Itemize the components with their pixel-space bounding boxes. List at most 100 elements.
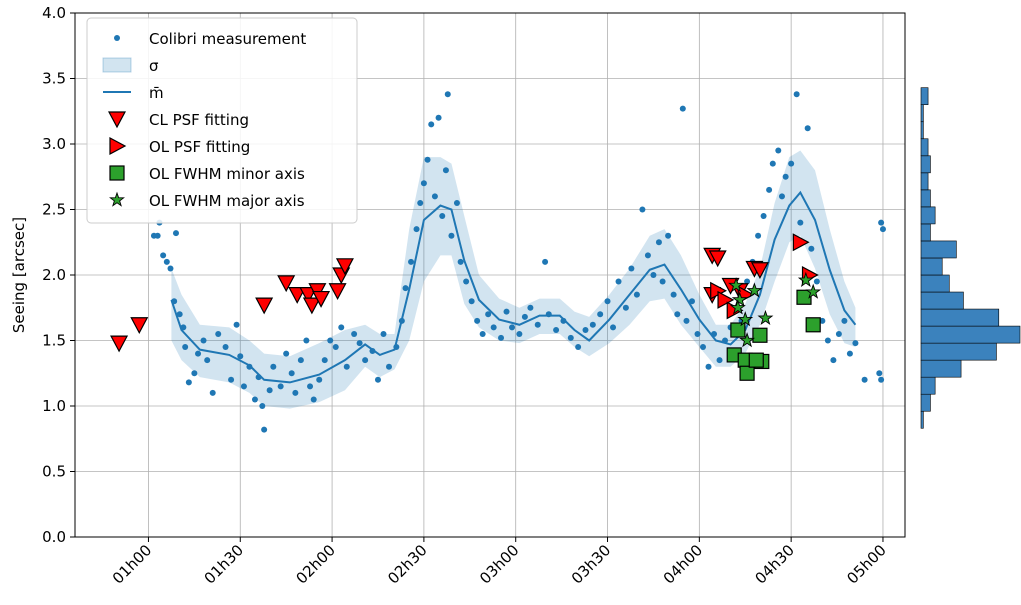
measurement-point: [582, 327, 589, 334]
measurement-point: [804, 125, 811, 132]
square-marker: [752, 327, 768, 343]
measurement-point: [338, 324, 345, 331]
measurement-point: [215, 330, 222, 337]
histogram-bar: [920, 206, 936, 225]
legend-label: OL FWHM minor axis: [149, 165, 305, 183]
measurement-point: [670, 291, 677, 298]
histogram-bar: [920, 257, 943, 276]
measurement-point: [852, 340, 859, 347]
measurement-point: [813, 278, 820, 285]
measurement-point: [297, 357, 304, 364]
measurement-point: [633, 291, 640, 298]
legend-label: Colibri measurement: [149, 30, 306, 48]
measurement-point: [503, 308, 510, 315]
measurement-point: [655, 239, 662, 246]
measurement-point: [498, 334, 505, 341]
measurement-point: [778, 193, 785, 200]
histogram-bar: [920, 325, 1021, 344]
histogram-bar: [920, 240, 957, 259]
measurement-point: [154, 232, 161, 239]
measurement-point: [722, 337, 729, 344]
measurement-point: [327, 337, 334, 344]
y-axis-label: Seeing [arcsec]: [10, 217, 28, 333]
histogram-bar: [920, 342, 997, 361]
measurement-point: [650, 272, 657, 278]
y-tick-label: 3.0: [42, 135, 66, 153]
square-marker: [805, 317, 821, 333]
measurement-point: [182, 344, 189, 351]
triangle-down-marker: [750, 262, 769, 280]
measurement-point: [310, 396, 317, 403]
measurement-point: [679, 105, 686, 112]
triangle-down-marker: [335, 258, 354, 276]
measurement-point: [700, 344, 707, 351]
measurement-point: [674, 311, 681, 318]
triangle-right-marker: [717, 290, 735, 309]
triangle-down-marker: [255, 297, 274, 315]
measurement-point: [307, 383, 314, 390]
x-tick-label: 02h30: [384, 541, 430, 587]
measurement-point: [589, 321, 596, 328]
histogram-bar: [920, 223, 931, 242]
legend-label: OL PSF fitting: [149, 138, 250, 156]
measurement-point: [474, 317, 481, 324]
measurement-point: [705, 363, 712, 370]
measurement-point: [424, 156, 431, 163]
measurement-point: [468, 298, 475, 305]
measurement-point: [255, 374, 262, 381]
star-marker: [739, 332, 756, 348]
histogram-bar: [920, 155, 931, 174]
measurement-point: [237, 353, 244, 360]
measurement-point: [259, 403, 266, 409]
measurement-point: [439, 213, 446, 220]
histogram-bar: [920, 359, 962, 378]
star-marker: [737, 311, 754, 327]
measurement-point: [659, 278, 666, 285]
measurement-point: [431, 193, 438, 200]
triangle-right-marker: [792, 233, 810, 252]
measurement-point: [283, 350, 290, 357]
measurement-point: [369, 347, 376, 354]
measurement-point: [534, 321, 541, 328]
measurement-point: [292, 389, 299, 396]
measurement-point: [775, 147, 782, 154]
x-tick-label: 01h30: [201, 541, 247, 587]
measurement-point: [428, 121, 435, 128]
histogram-bar: [920, 172, 929, 191]
measurement-point: [879, 226, 886, 233]
measurement-point: [374, 376, 381, 383]
measurement-point: [716, 357, 723, 364]
measurement-point: [393, 344, 400, 351]
y-tick-label: 0.5: [42, 463, 66, 481]
measurement-point: [448, 232, 455, 239]
measurement-point: [200, 337, 207, 344]
x-tick-label: 03h30: [568, 541, 614, 587]
measurement-point: [288, 370, 295, 377]
measurement-point: [516, 330, 523, 337]
measurement-point: [560, 317, 567, 324]
measurement-point: [788, 160, 795, 167]
histogram-bar: [920, 138, 929, 157]
triangle-down-marker: [110, 335, 129, 353]
measurement-point: [191, 370, 198, 377]
measurement-point: [195, 350, 202, 357]
measurement-point: [180, 324, 187, 331]
measurement-point: [782, 173, 789, 180]
square-marker: [748, 352, 764, 368]
plot-frame: [74, 12, 906, 538]
star-marker: [746, 282, 763, 298]
measurement-point: [878, 376, 885, 383]
measurement-point: [185, 379, 192, 386]
measurement-point: [362, 357, 369, 364]
measurement-point: [760, 213, 767, 220]
measurement-point: [261, 426, 268, 433]
legend-swatch: [108, 111, 126, 129]
measurement-point: [172, 230, 179, 237]
measurement-point: [744, 278, 751, 285]
measurement-point: [711, 330, 718, 337]
triangle-down-marker: [277, 275, 296, 293]
measurement-point: [861, 376, 868, 383]
y-tick-label: 2.5: [42, 201, 66, 219]
measurement-point: [644, 252, 651, 259]
legend-swatch: [109, 191, 125, 207]
